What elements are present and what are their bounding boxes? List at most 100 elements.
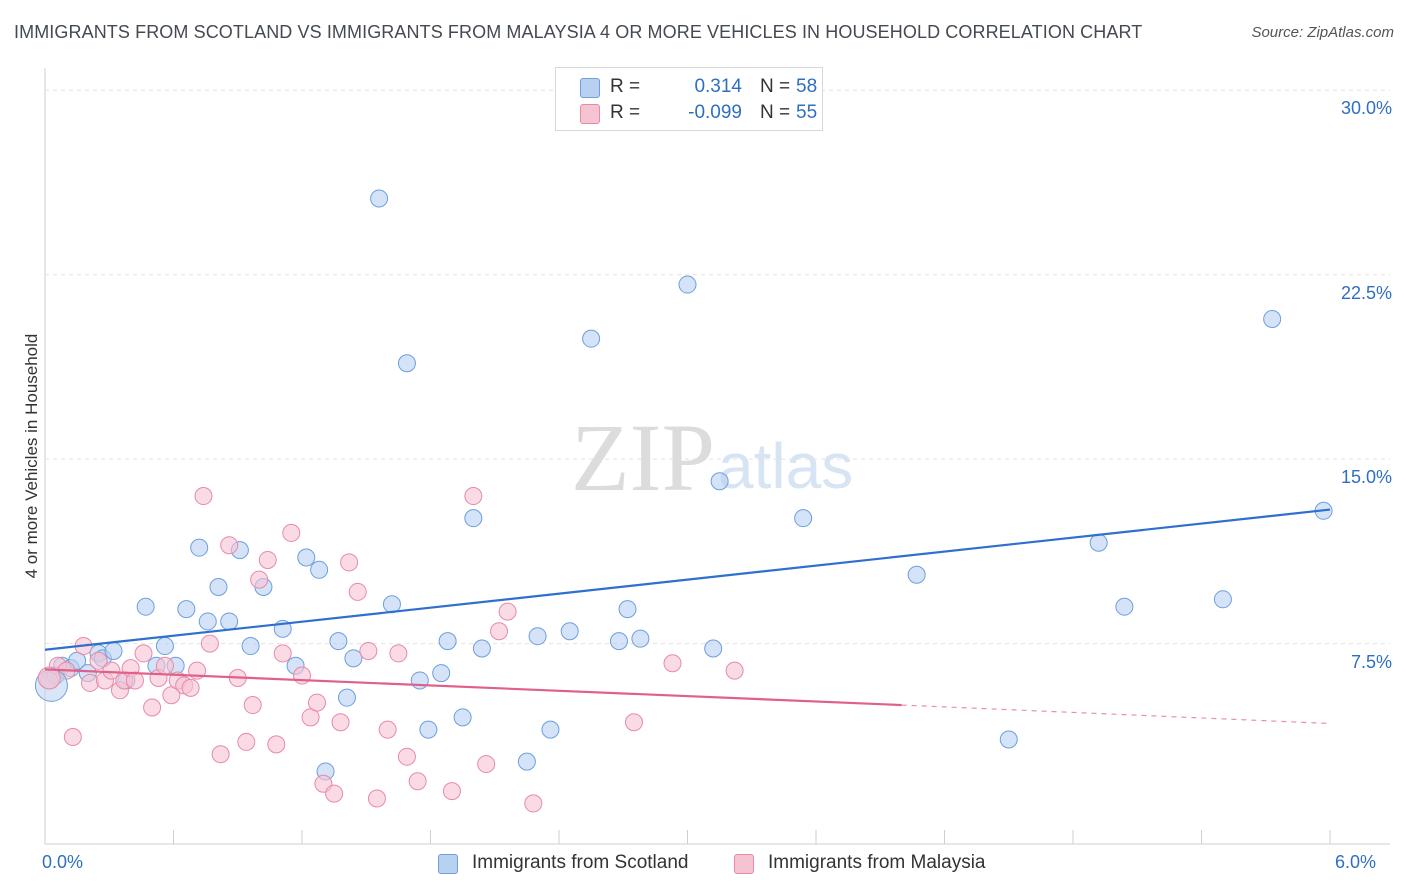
trend-layer <box>44 508 1331 725</box>
scotland-swatch <box>580 78 600 98</box>
scotland-legend-swatch <box>438 854 458 874</box>
scotland-point-56 <box>1263 309 1282 328</box>
scotland-point-24 <box>310 560 329 579</box>
scotland-point-42 <box>560 622 579 641</box>
malaysia-point-34 <box>293 666 311 685</box>
malaysia-point-47 <box>408 772 427 791</box>
malaysia-trend-extension <box>901 704 1331 725</box>
malaysia-n-value: 55 <box>796 102 818 123</box>
scotland-point-17 <box>220 612 239 631</box>
malaysia-point-3 <box>63 728 82 747</box>
malaysia-point-12 <box>125 671 144 690</box>
malaysia-point-30 <box>258 550 277 569</box>
chart-source: Source: ZipAtlas.com <box>1251 24 1394 41</box>
malaysia-legend-label: Immigrants from Malaysia <box>768 852 986 873</box>
n-label: N = <box>760 76 791 97</box>
y-tick-label-1: 15.0% <box>1340 467 1392 488</box>
malaysia-point-25 <box>220 536 239 555</box>
scotland-point-47 <box>678 275 697 294</box>
malaysia-point-56 <box>725 661 744 680</box>
malaysia-point-39 <box>331 713 350 732</box>
malaysia-point-53 <box>524 794 543 813</box>
malaysia-point-8 <box>102 661 121 680</box>
scotland-point-40 <box>528 627 547 646</box>
scotland-point-23 <box>297 548 316 567</box>
watermark-zip: ZIP <box>571 404 715 511</box>
scotland-point-9 <box>136 597 155 616</box>
malaysia-point-23 <box>200 634 219 653</box>
watermark-atlas: atlas <box>718 430 853 502</box>
malaysia-point-5 <box>80 673 99 692</box>
malaysia-point-54 <box>624 713 643 732</box>
scotland-point-14 <box>190 538 209 557</box>
malaysia-point-6 <box>89 651 108 670</box>
scotland-point-54 <box>1115 597 1134 616</box>
scotland-r-value: 0.314 <box>694 76 742 97</box>
y-tick-label-3: 30.0% <box>1340 98 1392 119</box>
scotland-point-48 <box>704 639 723 658</box>
malaysia-point-38 <box>325 784 344 803</box>
x-tick-max: 6.0% <box>1335 852 1377 872</box>
malaysia-point-27 <box>237 732 256 751</box>
malaysia-point-48 <box>442 782 461 801</box>
malaysia-point-50 <box>477 755 496 774</box>
r-label: R = <box>610 76 641 97</box>
malaysia-point-33 <box>282 523 301 542</box>
scotland-point-7 <box>104 641 123 660</box>
scotland-point-16 <box>209 578 228 597</box>
scotland-legend-label: Immigrants from Scotland <box>472 852 689 873</box>
scotland-point-45 <box>618 600 637 619</box>
scotland-point-37 <box>464 509 483 528</box>
scotland-point-51 <box>907 565 926 584</box>
malaysia-legend-swatch <box>734 854 754 874</box>
scotland-point-26 <box>329 632 348 651</box>
points-layer <box>34 189 1333 813</box>
scotland-point-13 <box>177 600 196 619</box>
scotland-point-34 <box>432 664 451 683</box>
scotland-point-55 <box>1213 590 1232 609</box>
scotland-point-15 <box>198 612 217 631</box>
scotland-point-19 <box>241 637 260 656</box>
malaysia-point-36 <box>307 693 326 712</box>
chart-title: IMMIGRANTS FROM SCOTLAND VS IMMIGRANTS F… <box>14 22 1143 42</box>
malaysia-point-46 <box>397 747 416 766</box>
malaysia-point-49 <box>464 487 483 506</box>
scotland-point-49 <box>710 472 729 491</box>
malaysia-swatch <box>580 104 600 124</box>
y-tick-label-0: 7.5% <box>1350 651 1392 672</box>
malaysia-cluster-point <box>37 666 61 690</box>
stats-legend: R = 0.314 N = 58 R = -0.099 N = 55 <box>555 67 823 131</box>
malaysia-point-14 <box>143 698 162 717</box>
scotland-point-29 <box>370 189 389 208</box>
malaysia-point-32 <box>273 644 292 663</box>
scotland-point-43 <box>582 329 601 348</box>
scotland-point-27 <box>337 688 356 707</box>
malaysia-point-24 <box>211 745 230 764</box>
scotland-point-11 <box>155 637 174 656</box>
malaysia-point-29 <box>250 570 269 589</box>
malaysia-point-40 <box>340 553 359 572</box>
scotland-point-41 <box>541 720 560 739</box>
scotland-point-32 <box>410 671 429 690</box>
grid-layer <box>45 89 1390 645</box>
scotland-point-53 <box>1089 533 1108 552</box>
scotland-point-44 <box>609 632 628 651</box>
scotland-point-36 <box>453 708 472 727</box>
scotland-point-39 <box>517 752 536 771</box>
scotland-point-31 <box>397 354 416 373</box>
x-tick-min: 0.0% <box>42 852 84 872</box>
series-legend: Immigrants from Scotland Immigrants from… <box>0 851 1406 879</box>
r-label: R = <box>610 102 641 123</box>
scotland-point-46 <box>631 629 650 648</box>
malaysia-point-52 <box>498 602 517 621</box>
malaysia-point-45 <box>389 644 408 663</box>
malaysia-point-16 <box>155 656 174 675</box>
scotland-point-50 <box>794 509 813 528</box>
malaysia-point-31 <box>267 735 286 754</box>
malaysia-trend-line <box>44 668 902 707</box>
malaysia-point-22 <box>194 487 213 506</box>
malaysia-r-value: -0.099 <box>688 102 742 123</box>
scotland-point-28 <box>344 649 363 668</box>
malaysia-point-51 <box>490 622 509 641</box>
malaysia-point-42 <box>359 641 378 660</box>
